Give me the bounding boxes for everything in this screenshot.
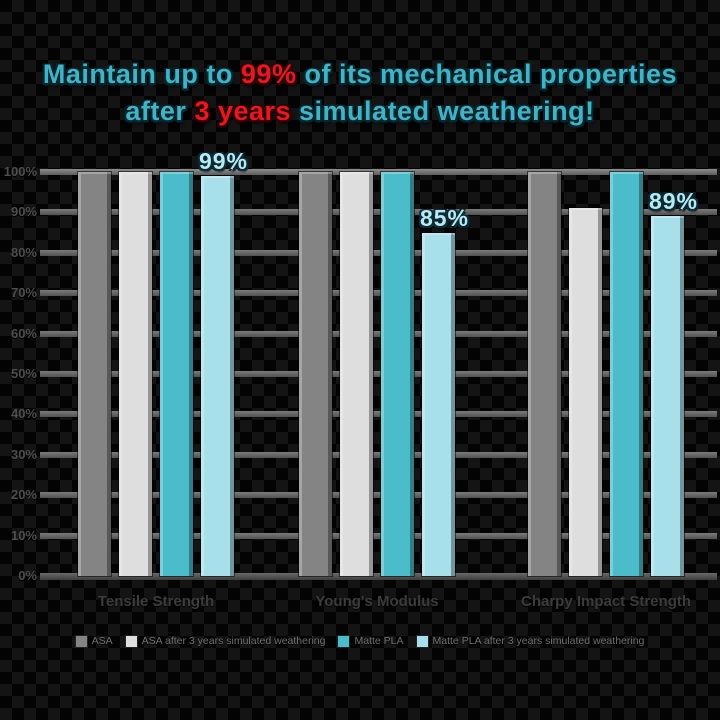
legend-item-matte-pla-after-3-years-simulated-weathering: Matte PLA after 3 years simulated weathe… — [416, 635, 645, 647]
bar-group-charpy-impact-strength: 89% — [528, 172, 697, 576]
y-tick-label: 70% — [10, 285, 37, 301]
plot-area: 99% 85% 89% — [40, 148, 717, 580]
gridline-70% — [40, 290, 717, 297]
category-label-charpy-impact-strength: Charpy Impact Strength — [520, 593, 692, 610]
gridline-20% — [40, 492, 717, 499]
gridline-100% — [40, 169, 717, 175]
category-label-young-s-modulus: Young's Modulus — [315, 593, 439, 610]
y-tick-label: 10% — [10, 527, 37, 543]
legend-item-asa: ASA — [75, 635, 113, 647]
y-tick-label: 0% — [18, 568, 37, 583]
gridline-30% — [40, 451, 717, 458]
title-text: Maintain up to — [42, 59, 241, 89]
bar-matte-pla — [610, 172, 643, 576]
title-text: after — [125, 96, 195, 126]
bar-matte-pla — [381, 172, 414, 576]
title-text: simulated weathering! — [291, 96, 595, 126]
gridline-80% — [40, 249, 717, 256]
y-tick-label: 40% — [10, 406, 37, 422]
bar-group-tensile-strength: 99% — [78, 148, 247, 576]
bar-asa-after-3-years-simulated-weathering — [569, 208, 602, 576]
bar-matte-pla-after-3-years-simulated-weathering — [201, 176, 234, 576]
data-label-85-percent: 85% — [419, 204, 470, 231]
bar-asa — [528, 172, 561, 576]
legend-swatch-icon — [338, 635, 350, 647]
category-label-tensile-strength: Tensile Strength — [97, 593, 215, 610]
title-text: of its mechanical properties — [296, 59, 678, 89]
y-tick-label: 100% — [3, 164, 37, 179]
data-label-99-percent: 99% — [198, 148, 249, 175]
legend-label: ASA after 3 years simulated weathering — [141, 635, 326, 647]
legend-label: Matte PLA — [354, 635, 404, 647]
legend-label: ASA — [91, 635, 113, 647]
bar-asa — [78, 172, 111, 576]
bar-matte-pla-after-3-years-simulated-weathering — [651, 216, 684, 576]
chart-title: Maintain up to 99% of its mechanical pro… — [0, 56, 720, 130]
title-highlight-99: 99% — [240, 59, 297, 89]
bar-matte-pla — [160, 172, 193, 576]
legend-swatch-icon — [416, 635, 428, 647]
y-tick-label: 60% — [10, 325, 37, 341]
title-line-2: after 3 years simulated weathering! — [0, 93, 720, 130]
title-highlight-3-years: 3 years — [194, 96, 292, 126]
legend-swatch-icon — [75, 635, 87, 647]
bar-asa-after-3-years-simulated-weathering — [340, 172, 373, 576]
data-label-89-percent: 89% — [648, 188, 699, 215]
bar-matte-pla-after-3-years-simulated-weathering — [422, 232, 455, 576]
x-axis: Tensile Strength Young's Modulus Charpy Im… — [40, 593, 717, 615]
bar-group-young-s-modulus: 85% — [299, 172, 468, 576]
legend-label: Matte PLA after 3 years simulated weathe… — [432, 635, 645, 647]
y-tick-label: 20% — [10, 487, 37, 503]
y-tick-label: 50% — [10, 366, 37, 381]
y-tick-label: 80% — [10, 244, 37, 260]
y-tick-label: 90% — [10, 204, 37, 220]
legend-item-asa-after-3-years-simulated-weathering: ASA after 3 years simulated weathering — [125, 635, 326, 647]
legend-item-matte-pla: Matte PLA — [338, 635, 404, 647]
gridline-40% — [40, 411, 717, 418]
gridline-90% — [40, 209, 717, 216]
y-tick-label: 30% — [10, 446, 37, 462]
legend-swatch-icon — [125, 635, 137, 647]
bar-asa — [299, 172, 332, 576]
gridline-60% — [40, 330, 717, 337]
gridline-10% — [40, 532, 717, 539]
title-line-1: Maintain up to 99% of its mechanical pro… — [0, 56, 720, 93]
gridline-50% — [40, 371, 717, 377]
legend: ASA ASA after 3 years simulated weatherin… — [0, 635, 720, 647]
gridline-0% — [40, 573, 717, 580]
bar-asa-after-3-years-simulated-weathering — [119, 172, 152, 576]
